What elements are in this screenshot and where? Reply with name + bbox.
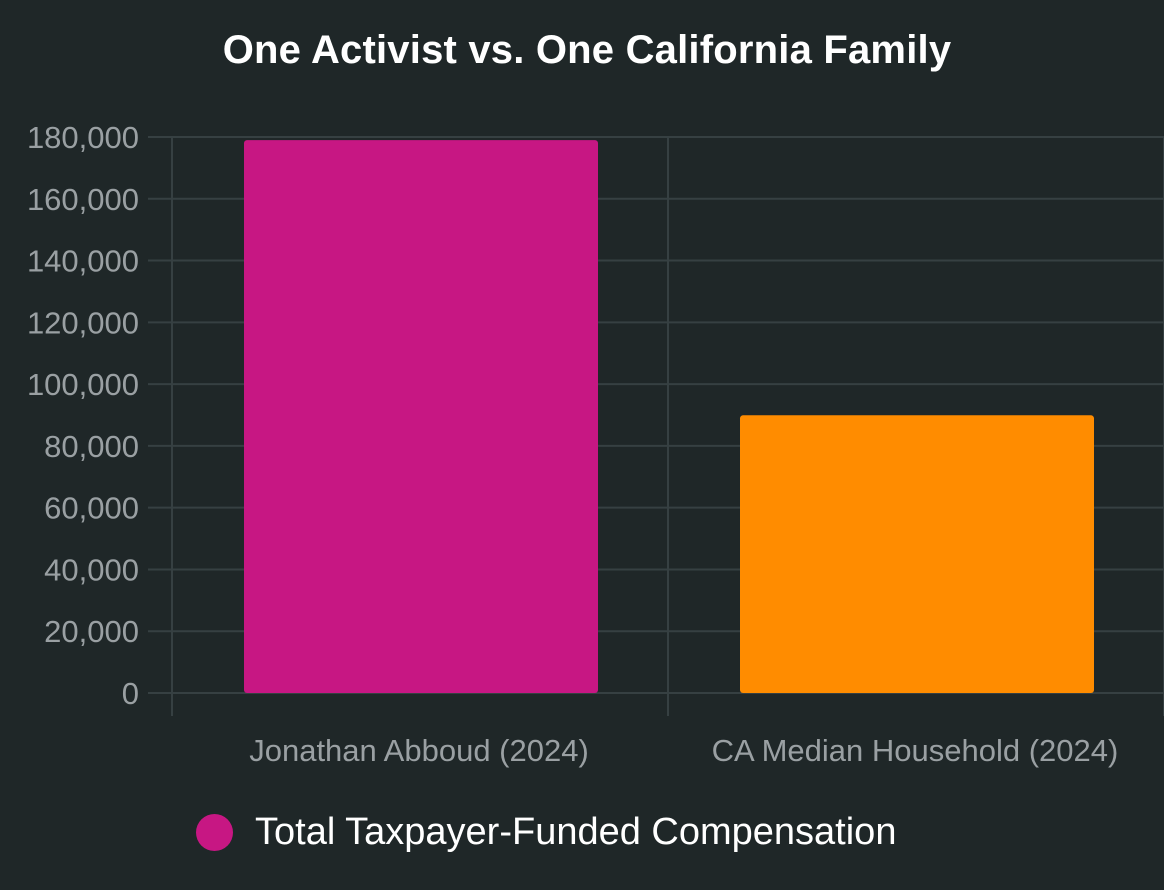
x-tick-label: Jonathan Abboud (2024) [249, 733, 589, 768]
y-tick-label: 40,000 [44, 552, 139, 587]
legend-swatch [196, 813, 233, 851]
y-tick-label: 160,000 [27, 182, 139, 217]
y-tick-label: 60,000 [44, 491, 139, 526]
y-tick-label: 20,000 [44, 614, 139, 649]
y-tick-label: 180,000 [27, 120, 139, 155]
bar[interactable] [244, 140, 598, 694]
y-tick-label: 0 [122, 676, 139, 711]
y-tick-label: 120,000 [27, 305, 139, 340]
legend[interactable]: Total Taxpayer-Funded Compensation [196, 808, 896, 856]
y-tick-label: 100,000 [27, 367, 139, 402]
chart-title: One Activist vs. One California Family [222, 28, 952, 72]
x-tick-label: CA Median Household (2024) [712, 733, 1119, 768]
legend-label: Total Taxpayer-Funded Compensation [255, 810, 897, 853]
y-tick-label: 80,000 [44, 429, 139, 464]
bar[interactable] [740, 415, 1094, 693]
y-tick-label: 140,000 [27, 244, 139, 279]
